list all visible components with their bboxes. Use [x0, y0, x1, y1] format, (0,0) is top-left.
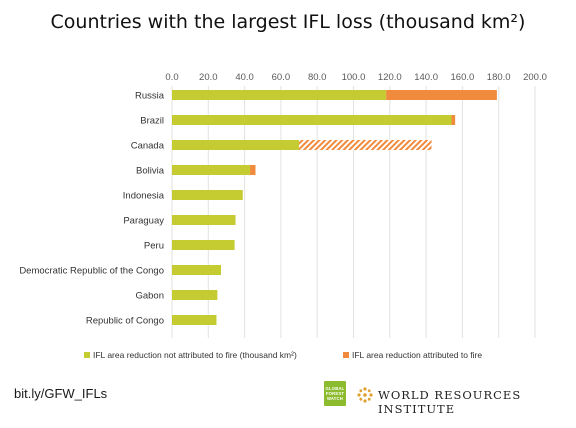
x-tick-label: 140.0 — [414, 72, 438, 83]
bar-segment-not-fire — [172, 290, 218, 300]
category-label: Peru — [144, 241, 164, 252]
bar-segment-fire — [386, 90, 497, 100]
bar-segment-not-fire — [172, 90, 387, 100]
gfw-logo-line: WATCH — [326, 396, 344, 401]
category-label: Democratic Republic of the Congo — [19, 266, 164, 277]
wri-logo-icon — [357, 387, 373, 403]
bar-segment-fire — [451, 115, 456, 125]
x-tick-label: 160.0 — [451, 72, 475, 83]
x-tick-label: 180.0 — [487, 72, 511, 83]
x-tick-label: 200.0 — [523, 72, 547, 83]
bar-segment-not-fire — [172, 140, 300, 150]
x-tick-label: 40.0 — [235, 72, 254, 83]
bar-segment-not-fire — [172, 190, 243, 200]
x-tick-label: 60.0 — [272, 72, 291, 83]
category-label: Gabon — [135, 291, 164, 302]
bar-segment-not-fire — [172, 240, 235, 250]
bar-segment-fire — [250, 165, 256, 175]
short-link[interactable]: bit.ly/GFW_IFLs — [14, 386, 108, 401]
category-label: Brazil — [140, 116, 164, 127]
bar-segment-not-fire — [172, 215, 236, 225]
category-label: Indonesia — [123, 191, 165, 202]
category-label: Paraguay — [123, 216, 164, 227]
bar-segment-not-fire — [172, 315, 217, 325]
bar-segment-not-fire — [172, 165, 251, 175]
chart-title: Countries with the largest IFL loss (tho… — [51, 11, 526, 33]
category-label: Republic of Congo — [86, 316, 164, 327]
legend-label: IFL area reduction attributed to fire — [352, 350, 482, 360]
x-tick-label: 80.0 — [308, 72, 327, 83]
legend-label: IFL area reduction not attributed to fir… — [93, 350, 297, 360]
category-label: Bolivia — [136, 166, 165, 177]
category-label: Russia — [135, 91, 165, 102]
x-tick-label: 0.0 — [165, 72, 178, 83]
gfw-logo-line: FOREST — [325, 391, 345, 396]
x-tick-label: 120.0 — [378, 72, 402, 83]
legend-swatch — [84, 352, 90, 358]
bar-segment-fire — [299, 140, 432, 150]
bar-segment-not-fire — [172, 265, 222, 275]
gfw-logo-line: GLOBAL — [325, 386, 345, 391]
x-tick-label: 20.0 — [199, 72, 218, 83]
bar-segment-not-fire — [172, 115, 452, 125]
legend-swatch — [343, 352, 349, 358]
x-tick-label: 100.0 — [342, 72, 366, 83]
category-label: Canada — [131, 141, 165, 152]
org-name: WORLD RESOURCES INSTITUTE — [378, 388, 522, 416]
gfw-logo: GLOBAL FOREST WATCH — [324, 381, 346, 406]
